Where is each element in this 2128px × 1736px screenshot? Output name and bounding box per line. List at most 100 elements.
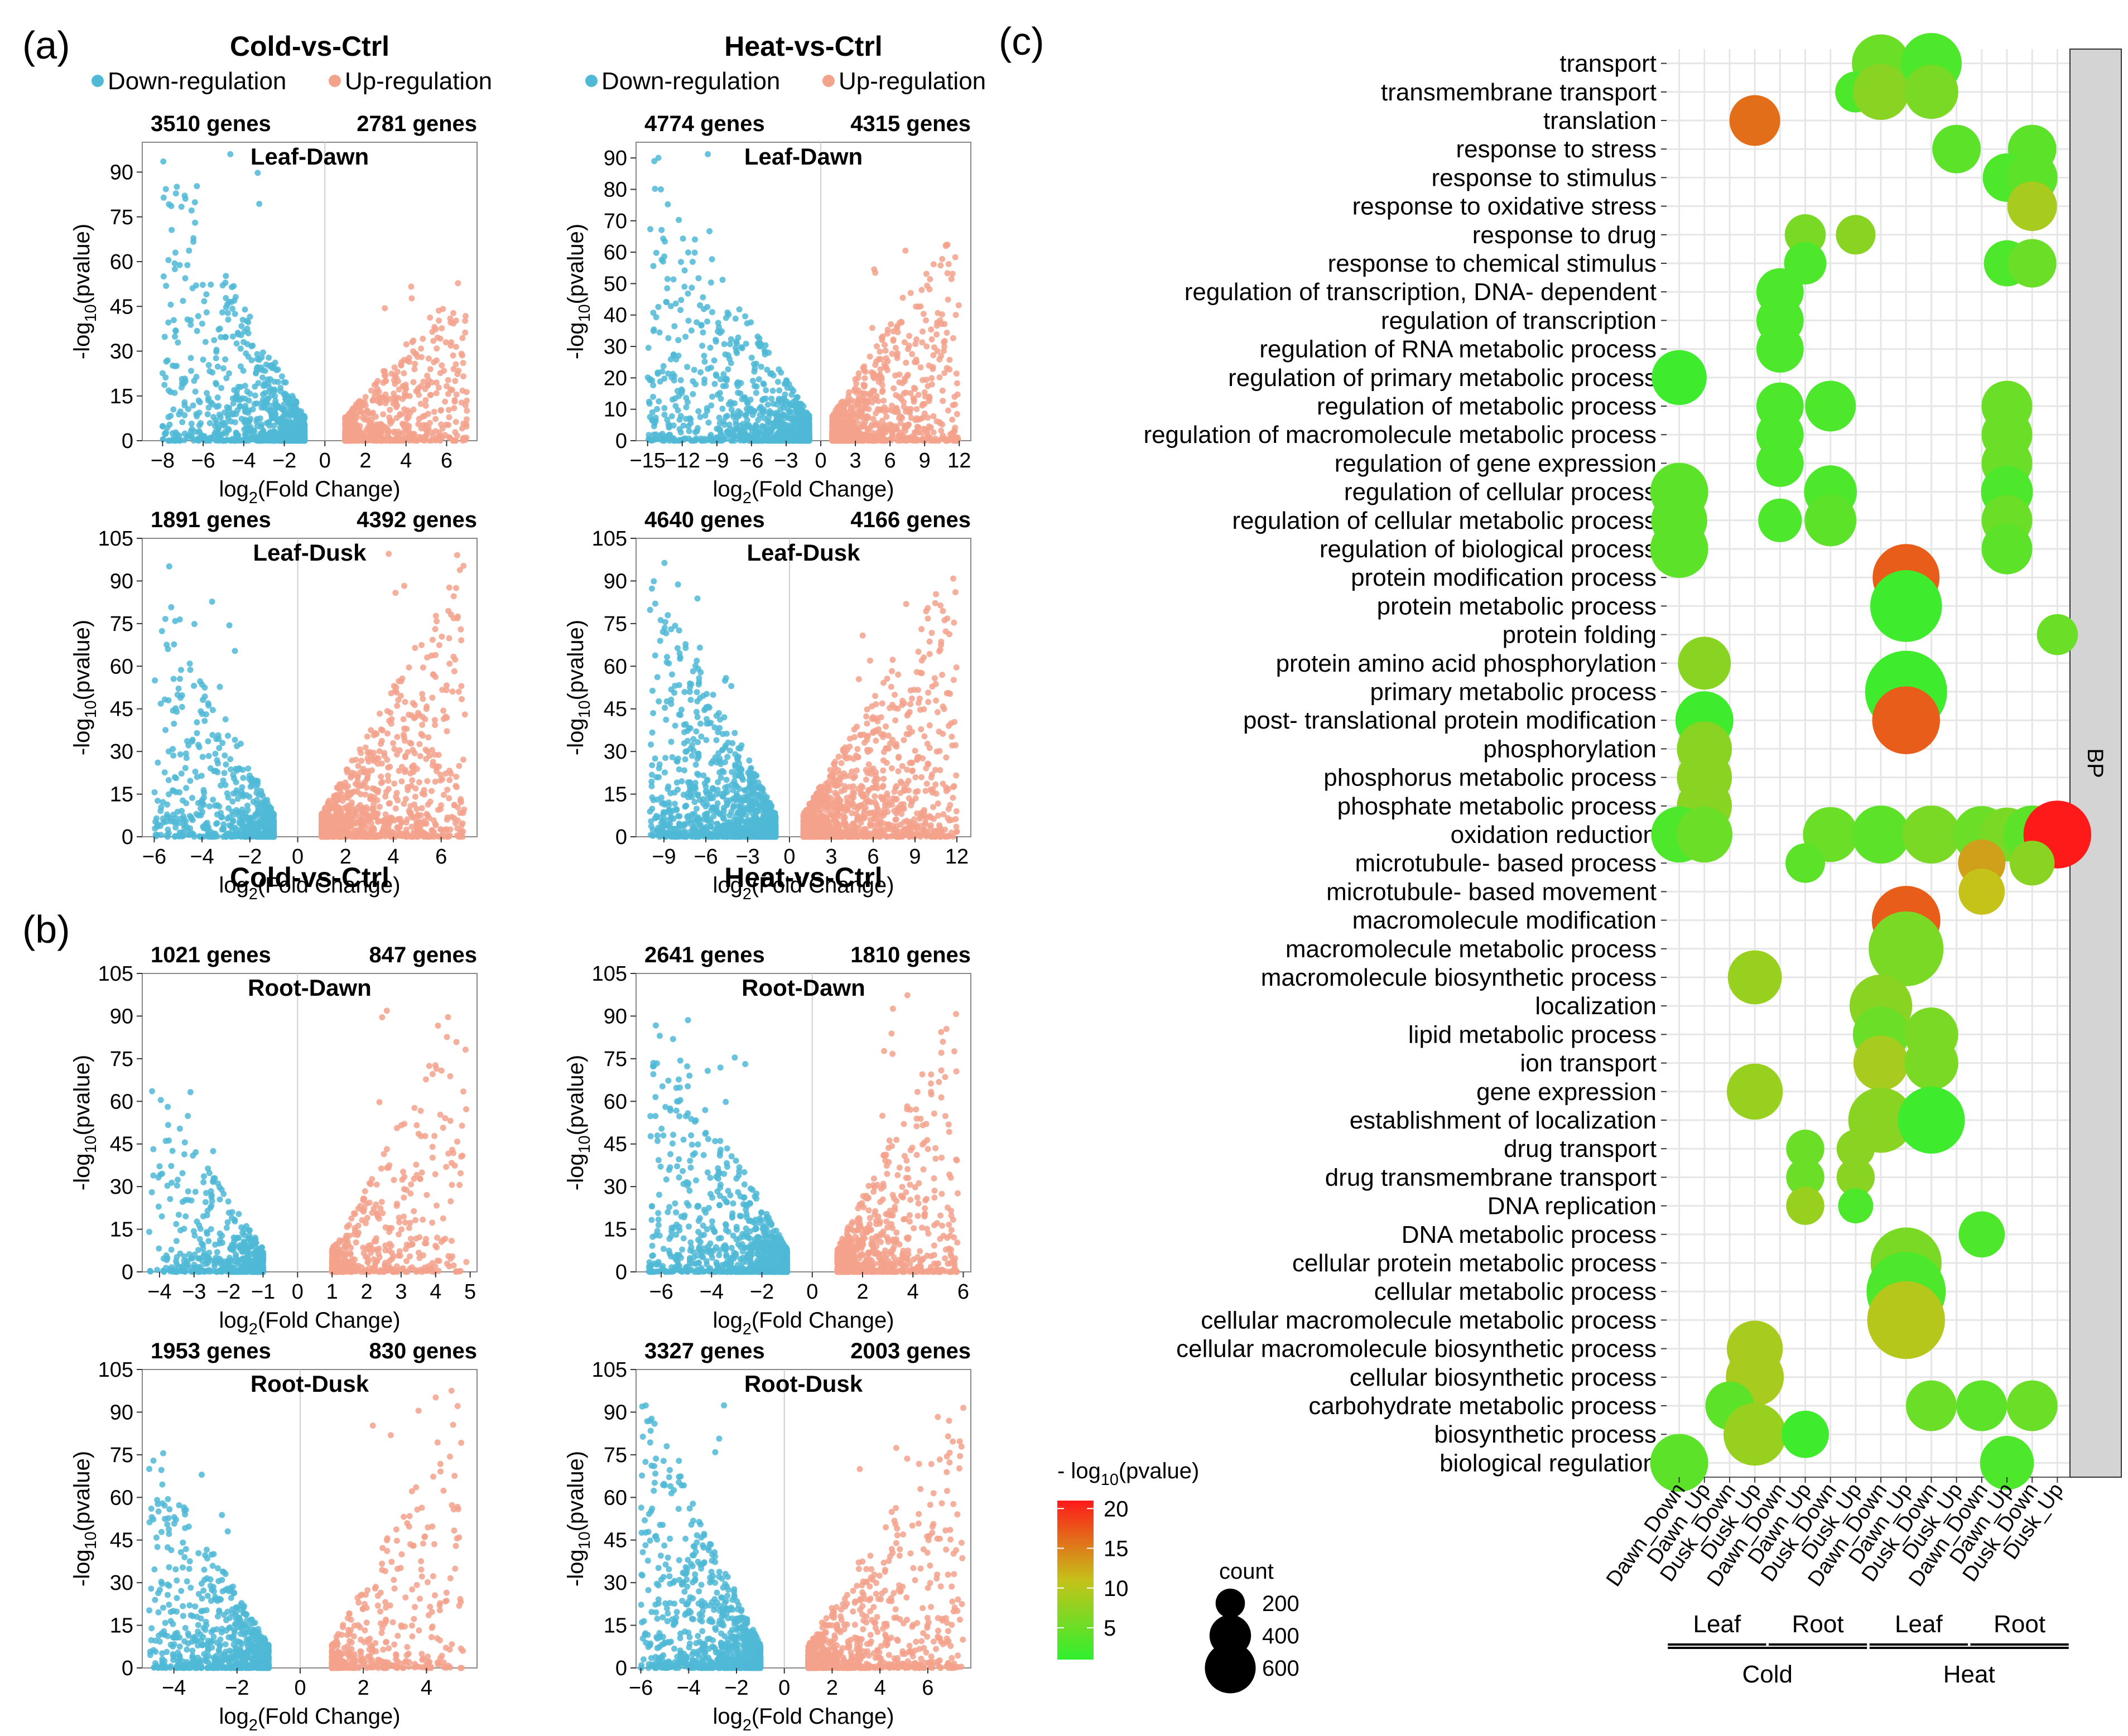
down-point xyxy=(179,380,185,387)
down-point xyxy=(199,320,205,327)
up-point xyxy=(937,262,944,269)
down-point xyxy=(170,752,177,759)
down-point xyxy=(276,416,282,423)
down-point xyxy=(652,186,658,192)
up-point xyxy=(392,805,399,812)
down-point xyxy=(720,371,727,378)
down-point xyxy=(264,803,271,810)
down-point xyxy=(173,789,179,795)
down-point xyxy=(689,258,696,265)
down-point xyxy=(744,320,750,327)
down-gene-count: 4774 genes xyxy=(644,112,765,136)
up-point xyxy=(453,391,460,398)
up-point xyxy=(849,412,855,418)
down-gene-count: 3510 genes xyxy=(151,112,271,136)
down-point xyxy=(167,412,174,419)
up-point xyxy=(455,280,461,287)
down-point xyxy=(652,431,659,438)
up-point xyxy=(376,803,383,810)
down-point xyxy=(224,816,231,822)
down-point xyxy=(160,158,167,165)
down-point xyxy=(234,433,241,440)
down-point xyxy=(176,262,183,268)
up-point xyxy=(417,753,423,759)
down-point xyxy=(280,407,287,413)
down-point xyxy=(227,756,234,763)
up-point xyxy=(903,359,909,366)
up-point xyxy=(415,421,422,427)
down-point xyxy=(198,833,205,840)
up-point xyxy=(376,748,383,755)
down-point xyxy=(237,403,243,409)
down-point xyxy=(214,394,221,401)
up-point xyxy=(401,725,407,732)
x-tick-label: 6 xyxy=(441,449,452,472)
down-point xyxy=(253,785,260,792)
down-point xyxy=(776,387,783,394)
down-point xyxy=(232,736,238,743)
down-point xyxy=(158,804,165,811)
down-point xyxy=(165,777,172,783)
down-point xyxy=(172,833,179,840)
down-point xyxy=(226,404,233,411)
down-point xyxy=(726,341,733,348)
down-point xyxy=(203,309,210,316)
down-point xyxy=(171,260,178,267)
up-point xyxy=(452,437,459,444)
x-tick-label: −3 xyxy=(774,449,798,472)
up-point xyxy=(418,642,425,648)
down-point xyxy=(213,355,219,361)
down-point xyxy=(192,282,199,289)
down-point xyxy=(245,427,252,433)
up-point xyxy=(427,314,434,321)
up-point xyxy=(424,778,431,784)
up-point xyxy=(949,271,956,277)
up-point xyxy=(890,436,897,442)
down-point xyxy=(167,818,174,824)
down-point xyxy=(762,351,768,358)
down-point xyxy=(170,317,177,324)
up-point xyxy=(874,343,880,350)
down-point xyxy=(151,789,158,795)
up-point xyxy=(432,778,439,785)
down-point xyxy=(684,364,691,370)
down-point xyxy=(221,770,228,777)
down-point xyxy=(157,823,163,830)
down-point xyxy=(681,267,688,274)
y-tick-label: 40 xyxy=(604,304,627,327)
down-point xyxy=(719,406,726,412)
up-point xyxy=(907,290,914,296)
up-point xyxy=(414,354,421,360)
down-point xyxy=(230,400,237,407)
up-point xyxy=(401,370,407,377)
down-point xyxy=(760,381,767,388)
y-tick-label: 60 xyxy=(604,241,627,264)
x-tick-label: −6 xyxy=(739,449,763,472)
down-point xyxy=(181,821,187,828)
down-point xyxy=(733,348,740,355)
down-point xyxy=(268,387,275,393)
down-point xyxy=(205,753,212,759)
up-point xyxy=(459,335,466,341)
down-point xyxy=(172,814,179,821)
down-point xyxy=(693,435,700,442)
down-point xyxy=(301,433,307,440)
down-point xyxy=(770,410,777,417)
down-point xyxy=(721,422,728,428)
down-point xyxy=(666,424,672,431)
down-point xyxy=(222,752,228,759)
up-point xyxy=(878,356,884,363)
plot-frame xyxy=(142,142,478,441)
down-point xyxy=(224,831,230,837)
down-point xyxy=(186,660,193,667)
up-point xyxy=(442,339,449,346)
down-point xyxy=(198,799,205,806)
up-point xyxy=(374,398,381,404)
down-point xyxy=(264,396,271,402)
up-point xyxy=(386,414,393,421)
y-tick-label: 20 xyxy=(604,367,627,390)
down-point xyxy=(196,399,203,406)
down-point xyxy=(209,401,216,408)
